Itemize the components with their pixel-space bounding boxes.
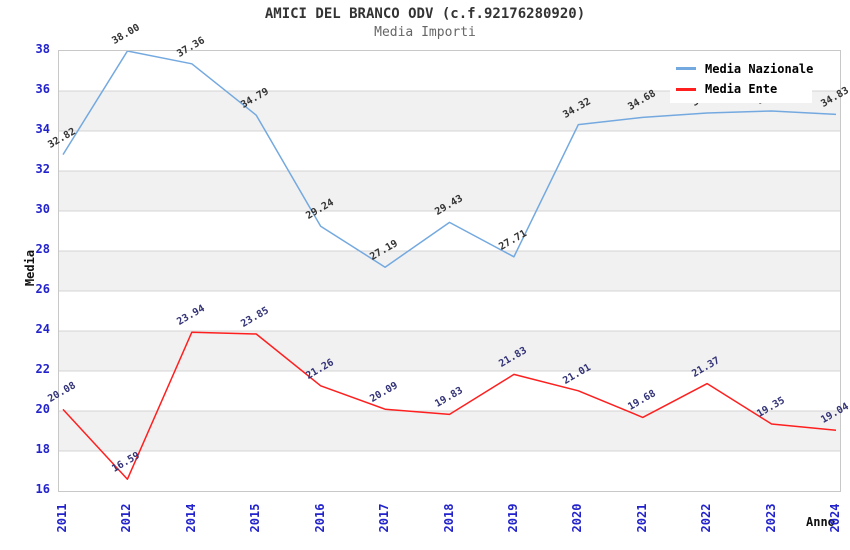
media-ente-line-swatch-icon xyxy=(676,87,696,91)
y-tick-label: 34 xyxy=(35,122,50,136)
x-tick-label: 2011 xyxy=(55,503,69,533)
x-tick-label: 2021 xyxy=(634,503,649,533)
y-tick-label: 20 xyxy=(35,402,50,416)
chart-title: AMICI DEL BRANCO ODV (c.f.92176280920) xyxy=(264,6,586,22)
y-tick-label: 26 xyxy=(35,282,50,296)
legend-item-media-nazionale: Media Nazionale xyxy=(676,61,814,76)
x-tick-label: 2020 xyxy=(570,503,585,533)
x-tick-label: 2022 xyxy=(699,503,714,533)
x-tick-label: 2018 xyxy=(441,503,456,533)
y-tick-label: 30 xyxy=(35,202,50,216)
x-axis-title: Anno xyxy=(806,515,835,529)
x-tick-label: 2012 xyxy=(119,503,134,533)
legend-label-media-ente: Media Ente xyxy=(705,82,778,97)
x-tick-label: 2024 xyxy=(828,503,842,533)
x-tick-label: 2016 xyxy=(312,503,327,533)
y-tick-label: 36 xyxy=(35,82,50,96)
legend-label-media-nazionale: Media Nazionale xyxy=(705,61,814,76)
x-tick-label: 2017 xyxy=(377,503,392,533)
line-series-canvas xyxy=(59,51,840,480)
y-tick-label: 32 xyxy=(35,162,50,176)
y-tick-label: 24 xyxy=(35,322,50,336)
x-tick-label: 2014 xyxy=(183,503,198,533)
y-tick-label: 22 xyxy=(35,362,50,376)
y-tick-label: 18 xyxy=(35,442,50,456)
y-tick-label: 28 xyxy=(35,242,50,256)
x-tick-label: 2015 xyxy=(248,503,263,533)
media-nazionale-line-swatch-icon xyxy=(676,67,696,71)
chart-subtitle: Media Importi xyxy=(374,25,476,40)
y-tick-label: 16 xyxy=(35,482,50,496)
y-tick-label: 38 xyxy=(35,42,50,56)
plot-area xyxy=(58,50,841,492)
x-tick-label: 2023 xyxy=(763,503,778,533)
x-tick-label: 2019 xyxy=(505,503,520,533)
legend-item-media-ente: Media Ente xyxy=(676,82,812,96)
legend: Media Nazionale Media Ente xyxy=(670,55,814,103)
